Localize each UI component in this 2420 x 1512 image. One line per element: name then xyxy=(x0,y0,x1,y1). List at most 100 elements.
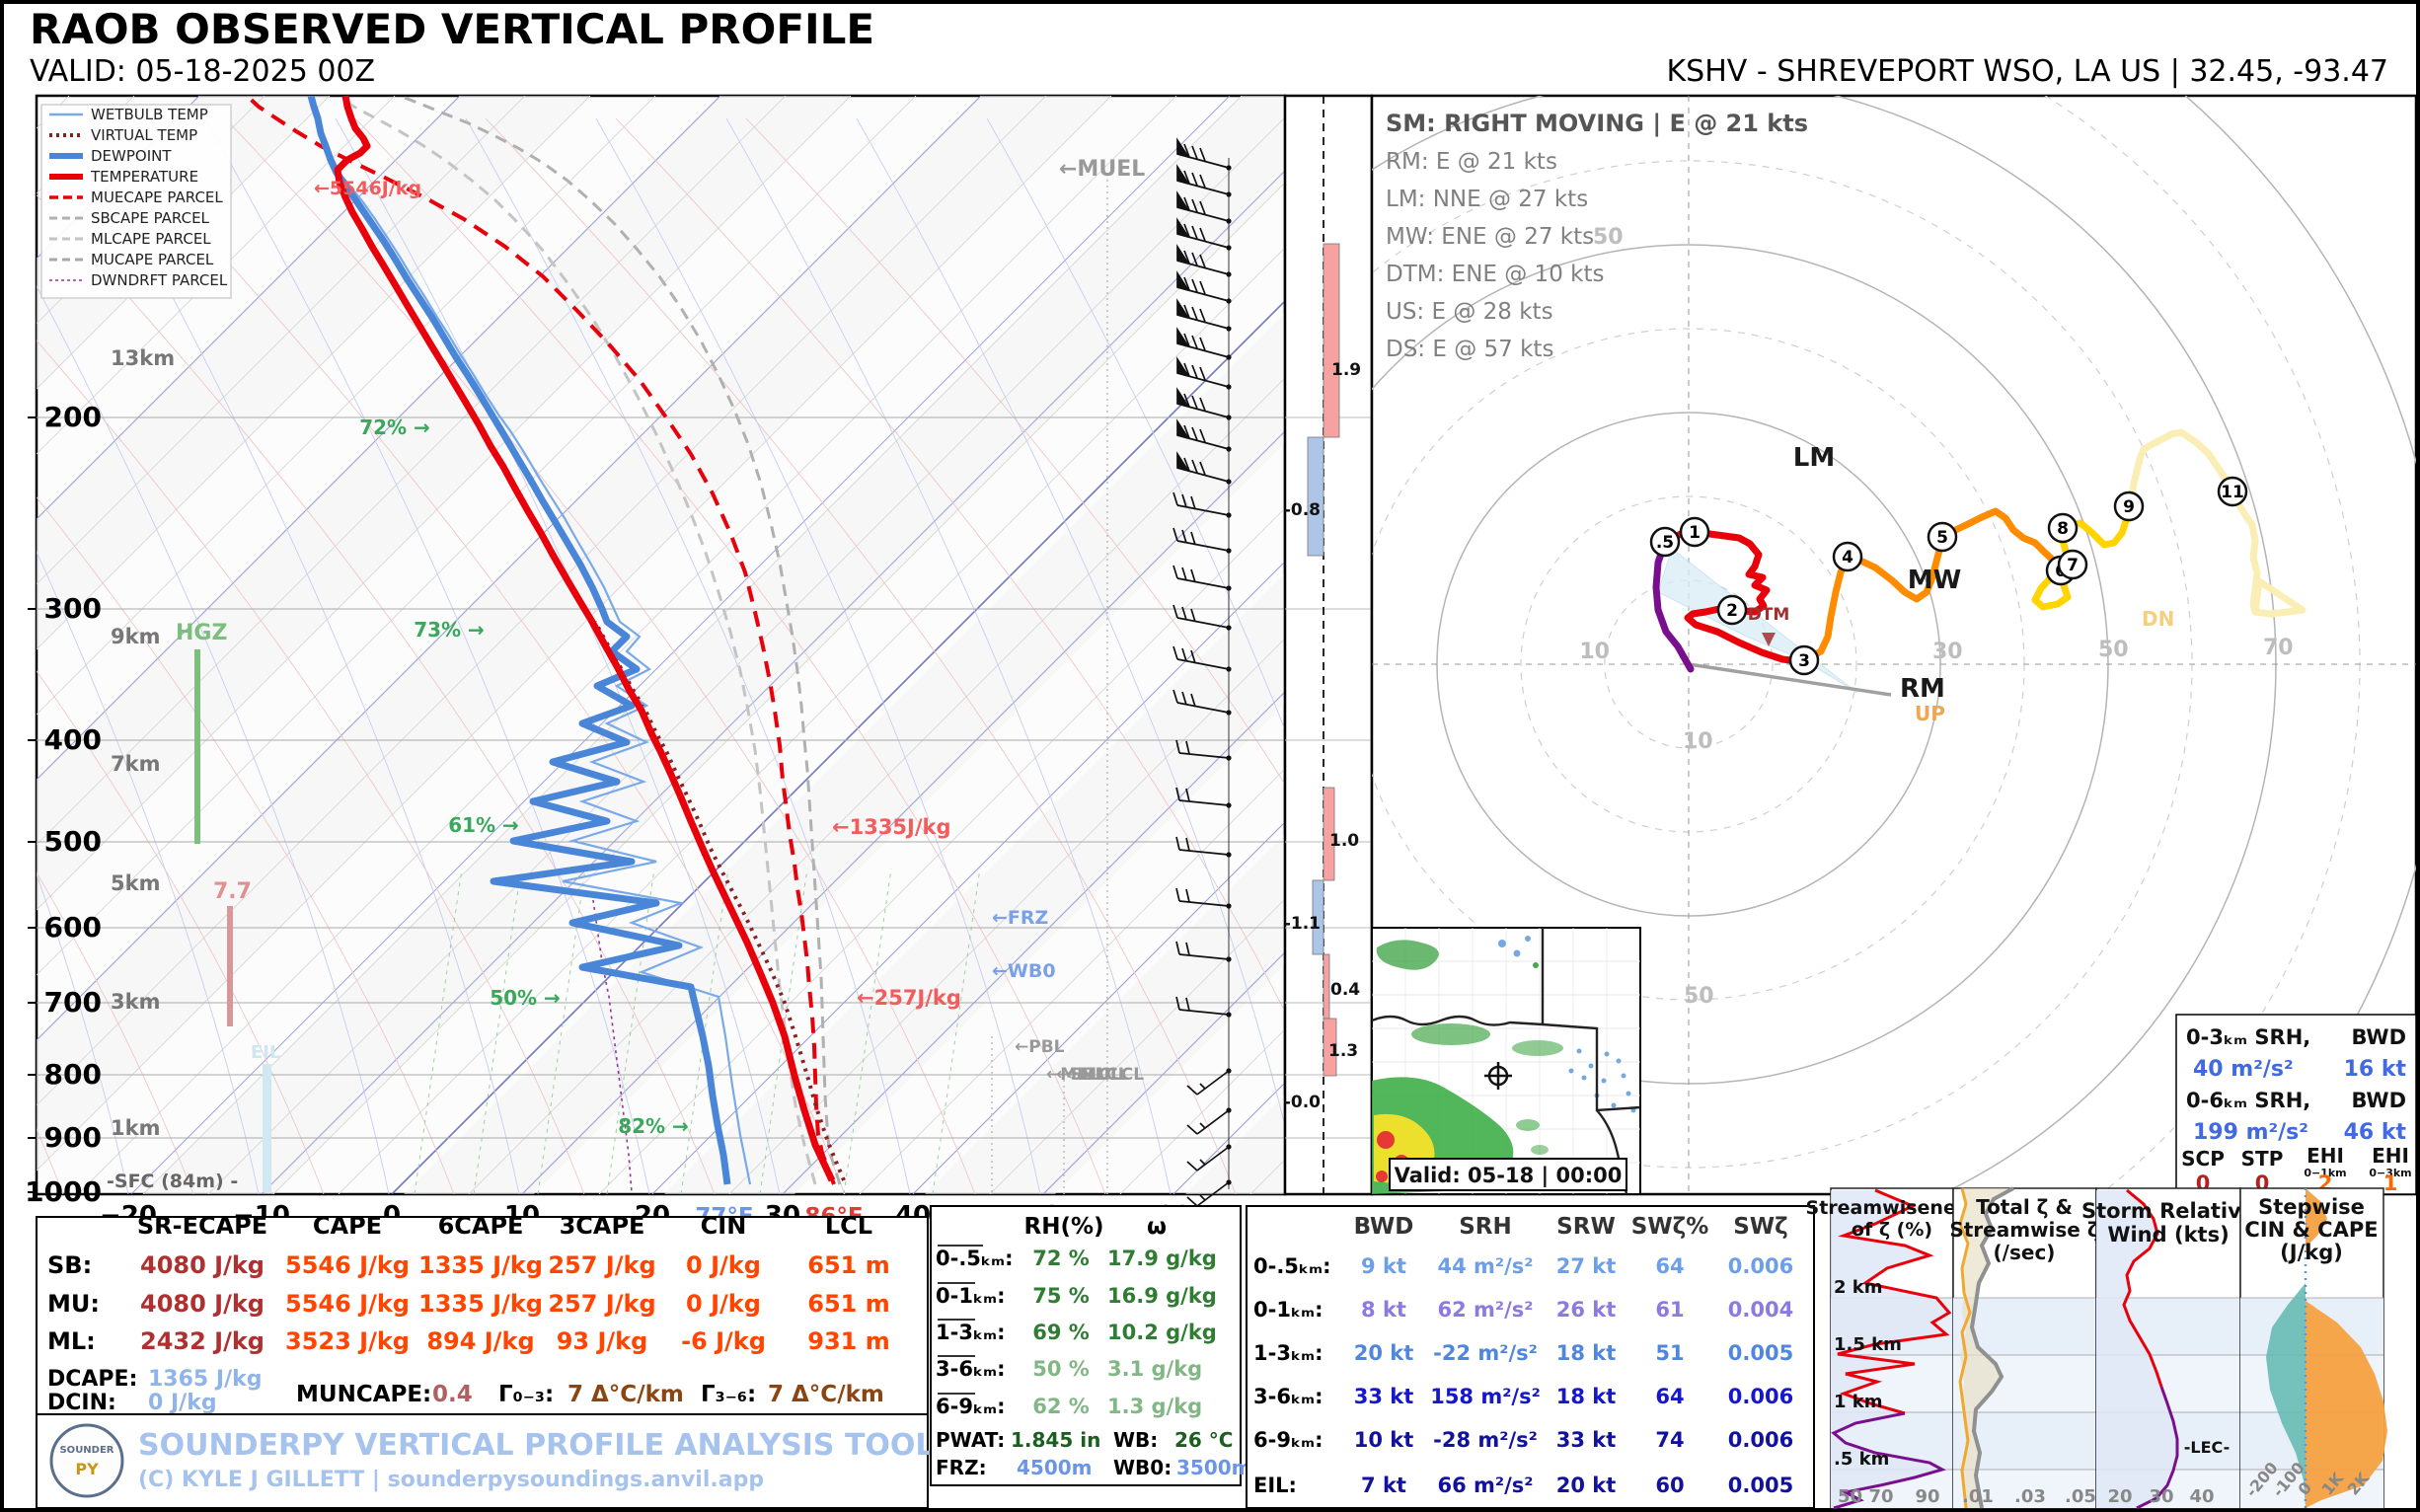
panel-title: Wind (kts) xyxy=(2107,1223,2229,1247)
cell: 257 J/kg xyxy=(548,1251,655,1279)
col-header: SRH xyxy=(1459,1214,1512,1240)
hodograph-trace xyxy=(1652,428,2307,673)
pressure-tick: 300 xyxy=(44,592,102,625)
cell: 33 kt xyxy=(1556,1428,1617,1452)
branding-line1: SOUNDERPY VERTICAL PROFILE ANALYSIS TOOL xyxy=(138,1428,935,1463)
mlcape-parcel-trace xyxy=(340,97,817,1185)
motion-line: US: E @ 28 kts xyxy=(1386,299,1553,325)
bwd-0-6-label: BWD xyxy=(2352,1089,2406,1112)
cell: 18 kt xyxy=(1556,1385,1617,1408)
radar-inset: Valid: 05-18 | 00:00 xyxy=(1371,927,1641,1195)
rh-value: 72 % xyxy=(1032,1247,1090,1270)
motion-line: LM: NNE @ 27 kts xyxy=(1386,187,1588,212)
cell: 18 kt xyxy=(1556,1341,1617,1365)
lm-label: LM xyxy=(1793,443,1835,473)
cell: 10 kt xyxy=(1354,1428,1414,1452)
cell: 2432 J/kg xyxy=(140,1327,265,1355)
sounderpy-logo xyxy=(49,1423,124,1498)
cell: 3523 J/kg xyxy=(285,1327,410,1355)
legend-item: WETBULB TEMP xyxy=(91,106,208,123)
legend-item: MLCAPE PARCEL xyxy=(91,230,211,248)
motion-line: MW: ENE @ 27 kts xyxy=(1386,224,1594,250)
hodograph-rings xyxy=(1372,96,2416,1194)
row-label: 0-1ₖₘ: xyxy=(1253,1298,1323,1322)
x-tick: 20 xyxy=(2107,1486,2132,1507)
surface-label: -SFC (84m) - xyxy=(107,1171,238,1192)
muecape-parcel-trace xyxy=(245,96,836,1185)
rh-header: RH(%) xyxy=(1023,1214,1103,1240)
pressure-tick: 700 xyxy=(44,986,102,1019)
legend-item: DWNDRFT PARCEL xyxy=(91,271,228,289)
pwat-label: PWAT: xyxy=(936,1428,1005,1452)
wb-label: WB: xyxy=(1113,1428,1158,1452)
legend-item: MUECAPE PARCEL xyxy=(91,189,223,206)
col-header: BWD xyxy=(1354,1214,1414,1240)
row-label: 1-3ₖₘ: xyxy=(1253,1341,1323,1365)
row-label: MU: xyxy=(47,1290,100,1318)
ring-label: 50 xyxy=(1684,984,1714,1009)
temperature-trace xyxy=(334,96,836,1182)
height-marker: 1 xyxy=(1689,523,1701,543)
lapse-0-3-label: Γ₀₋₃: xyxy=(498,1382,554,1407)
cell: 1335 J/kg xyxy=(418,1290,543,1318)
srh-0-3-value: 40 m²/s² xyxy=(2193,1057,2294,1082)
cell: 894 J/kg xyxy=(426,1327,534,1355)
location-crosshair xyxy=(1484,1062,1512,1090)
cell: 5546 J/kg xyxy=(285,1290,410,1318)
ring-label: 30 xyxy=(1932,640,1963,664)
row-label: EIL: xyxy=(1253,1474,1297,1497)
height-marker: 2 xyxy=(1726,601,1738,621)
streamwiseness-panel: Streamwiseness of ζ (%) 2 km 1.5 km 1 km… xyxy=(1806,1187,1978,1510)
row-label: SB: xyxy=(47,1251,92,1279)
y-label: 1.5 km xyxy=(1834,1334,1902,1355)
x-tick: 50 xyxy=(1838,1486,1862,1507)
cell: 66 m²/s² xyxy=(1438,1474,1534,1497)
dn-label: DN xyxy=(2142,607,2174,631)
cell: 0.006 xyxy=(1728,1385,1793,1408)
height-marker: 7 xyxy=(2067,556,2079,575)
bwd-0-3-value: 16 kt xyxy=(2344,1057,2407,1082)
rh-value: 69 % xyxy=(1032,1321,1090,1344)
lapse-3-6-label: Γ₃₋₆: xyxy=(701,1382,756,1407)
pbl-label: ←PBL xyxy=(1015,1037,1065,1057)
layer-label: 3-6ₖₘ: xyxy=(936,1357,1006,1381)
hodo-info-box: 0-3ₖₘ SRH, BWD 40 m²/s² 16 kt 0-6ₖₘ SRH,… xyxy=(2175,1014,2417,1195)
ehi-0-3-sub: 0−3km xyxy=(2369,1167,2411,1179)
dtm-marker: DTM xyxy=(1748,605,1789,646)
rh-annotation: 73% → xyxy=(414,618,485,642)
dcape-label: DCAPE: xyxy=(47,1367,137,1392)
rm-label: RM xyxy=(1900,674,1945,704)
storm-motion-text: SM: RIGHT MOVING | E @ 21 kts RM: E @ 21… xyxy=(1386,110,1808,362)
col-header: SRW xyxy=(1556,1214,1616,1240)
ehi-0-3-label: EHI xyxy=(2372,1144,2409,1168)
x-tick: 70 xyxy=(1868,1486,1893,1507)
hodograph-panel: 10 30 50 70 10 50 50 DTM LM MW RM UP DN … xyxy=(1370,94,2418,1196)
omega-bar-positive xyxy=(1323,243,1340,438)
height-label: 5km xyxy=(111,871,160,895)
stp-label: STP xyxy=(2241,1147,2284,1171)
cell: 33 kt xyxy=(1354,1385,1414,1408)
omega-header: ω xyxy=(1147,1214,1167,1240)
col-header: CAPE xyxy=(313,1212,382,1240)
pressure-tick: 400 xyxy=(44,723,102,756)
cell: 20 kt xyxy=(1354,1341,1414,1365)
lec-label: -LEC- xyxy=(2184,1438,2231,1457)
w-value: 10.2 g/kg xyxy=(1107,1321,1217,1344)
pwat-value: 1.845 in xyxy=(1011,1428,1100,1452)
height-label: 9km xyxy=(111,625,160,648)
omega-value: -0.8 xyxy=(1284,500,1321,520)
up-label: UP xyxy=(1915,702,1945,725)
ehi-0-1-sub: 0−1km xyxy=(2304,1167,2346,1179)
cell: -6 J/kg xyxy=(681,1327,766,1355)
bwd-0-6-value: 46 kt xyxy=(2344,1120,2407,1145)
cell: 7 kt xyxy=(1361,1474,1406,1497)
frz-label: ←FRZ xyxy=(992,907,1048,929)
valid-time: VALID: 05-18-2025 00Z xyxy=(30,54,375,89)
frz-value: 4500m xyxy=(1017,1456,1093,1479)
y-label: 2 km xyxy=(1834,1277,1883,1298)
col-header: SWζ xyxy=(1733,1214,1788,1240)
ehi-0-3-value: 1 xyxy=(2383,1172,2398,1195)
rh-value: 50 % xyxy=(1032,1357,1090,1381)
col-header: CIN xyxy=(701,1212,747,1240)
cell: 8 kt xyxy=(1361,1298,1406,1322)
